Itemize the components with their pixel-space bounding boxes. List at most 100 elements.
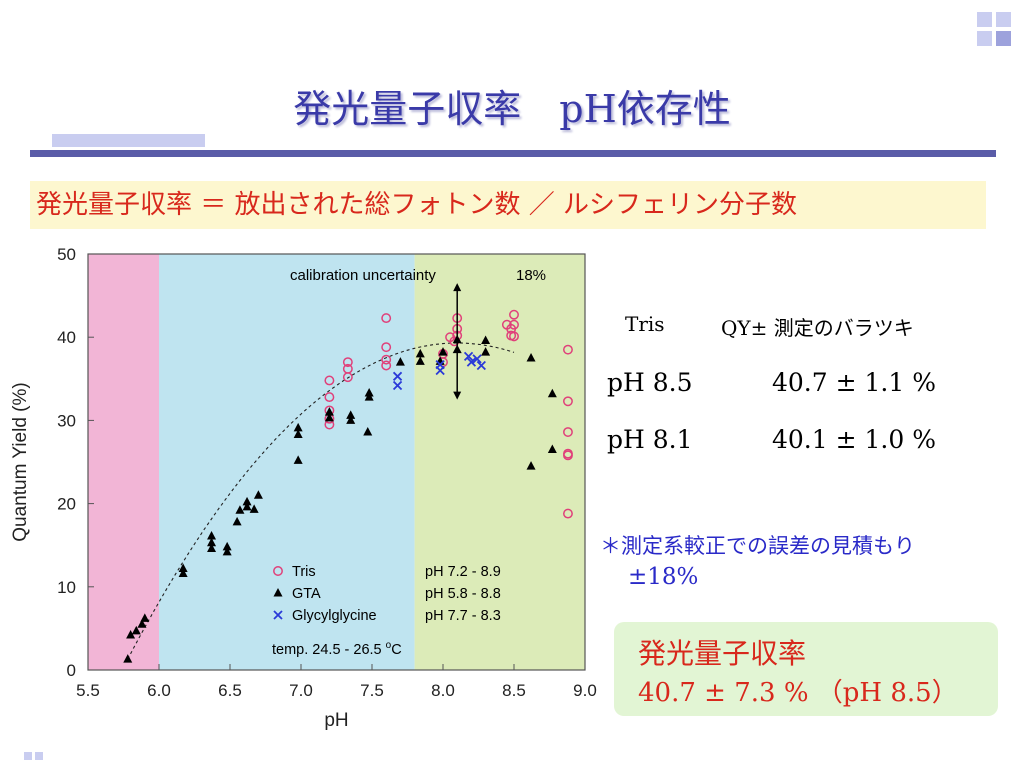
corner-square xyxy=(24,752,32,760)
gta-point xyxy=(222,546,232,556)
glycylglycine-point xyxy=(392,371,403,381)
corner-square xyxy=(996,12,1011,27)
tris-point xyxy=(563,427,573,437)
x-tick-label: 6.5 xyxy=(218,681,242,700)
tris-point xyxy=(563,450,573,461)
qy-row: pH 8.5 40.7 ± 1.1 % xyxy=(607,368,936,397)
y-tick-label: 10 xyxy=(57,578,76,597)
glycylglycine-point xyxy=(472,354,482,364)
y-tick-label: 40 xyxy=(57,328,76,347)
gta-point xyxy=(232,516,242,526)
gta-point xyxy=(526,461,536,470)
corner-square xyxy=(977,12,992,27)
tris-point xyxy=(342,357,353,368)
glycylglycine-point xyxy=(435,360,445,370)
result-box: 発光量子収率 40.7 ± 7.3 % （pH 8.5） xyxy=(614,622,998,716)
gta-point xyxy=(126,630,136,639)
gta-point xyxy=(207,537,217,547)
calibration-note-value: ±18% xyxy=(628,564,699,590)
glycylglycine-point xyxy=(463,351,474,361)
legend-marker xyxy=(273,566,283,576)
formula-banner: 発光量子収率 ＝ 放出された総フォトン数 ／ ルシフェリン分子数 xyxy=(30,181,986,229)
gta-point xyxy=(526,353,536,362)
gta-point xyxy=(293,422,303,432)
gta-point xyxy=(415,356,425,365)
legend: Tris pH 7.2 - 8.9 GTA pH 5.8 - 8.8 Glycylgly… xyxy=(272,564,501,658)
quantum-yield-chart: calibration uncertainty 18% Tris pH 7.2 - … xyxy=(10,245,597,731)
ph-regions xyxy=(88,254,585,670)
gta-point xyxy=(222,541,232,551)
tris-point xyxy=(381,342,392,353)
y-tick-label: 20 xyxy=(57,495,76,514)
gta-point xyxy=(140,613,150,622)
gta-point xyxy=(346,410,356,419)
qy-row-value: 40.1 ± 1.0 % xyxy=(772,425,936,454)
tris-point xyxy=(509,331,519,342)
gta-point xyxy=(293,455,303,464)
tris-point xyxy=(324,375,335,386)
gta-point xyxy=(178,563,188,572)
temp-unit: C xyxy=(391,642,401,658)
fit-curve xyxy=(127,342,515,660)
legend-marker xyxy=(273,588,283,597)
tris-point xyxy=(563,508,573,519)
qy-row-ph: pH 8.5 xyxy=(607,368,693,397)
gta-point xyxy=(363,427,373,436)
gta-point xyxy=(547,388,557,398)
gta-point xyxy=(242,501,252,511)
tris-point xyxy=(342,372,353,383)
glycylglycine-point xyxy=(466,357,477,367)
qy-row-ph: pH 8.1 xyxy=(607,425,693,454)
gta-point xyxy=(415,348,425,358)
gta-point xyxy=(249,504,259,513)
temp-degree: o xyxy=(386,640,392,651)
qy-row-value: 40.7 ± 1.1 % xyxy=(772,368,936,397)
x-tick-label: 9.0 xyxy=(573,681,597,700)
result-title: 発光量子収率 xyxy=(638,637,807,670)
y-tick-label: 30 xyxy=(57,411,76,430)
legend-marker xyxy=(273,610,283,620)
gta-point xyxy=(207,531,217,540)
legend-temperature: temp. 24.5 - 26.5 oC xyxy=(272,640,402,658)
title-accent-bar-light xyxy=(52,134,205,147)
x-tick-label: 8.5 xyxy=(502,681,526,700)
legend-label: GTA xyxy=(292,586,321,602)
tris-point xyxy=(381,360,392,371)
tris-point xyxy=(381,354,392,365)
gta-point xyxy=(438,347,448,356)
tris-point xyxy=(563,344,573,355)
x-tick-label: 5.5 xyxy=(76,681,100,700)
corner-square xyxy=(996,31,1011,46)
gta-point xyxy=(346,415,356,424)
uncertainty-arrow-head-up xyxy=(453,283,462,292)
ph-region xyxy=(414,254,585,670)
gta-point xyxy=(178,568,188,577)
gta-point xyxy=(547,444,557,454)
legend-label: Tris xyxy=(292,564,316,580)
data-points xyxy=(123,309,573,663)
gta-point xyxy=(324,407,334,416)
result-value: 40.7 ± 7.3 % （pH 8.5） xyxy=(638,678,958,708)
qy-row: pH 8.1 40.1 ± 1.0 % xyxy=(607,425,936,454)
gta-point xyxy=(235,505,245,514)
tris-point xyxy=(509,309,519,320)
gta-point xyxy=(293,429,303,439)
calibration-annotation: calibration uncertainty 18% xyxy=(290,267,546,400)
qy-header-value: QY± 測定のバラツキ xyxy=(721,316,914,340)
ph-region xyxy=(88,254,159,670)
gta-point xyxy=(364,392,374,401)
legend-range: pH 7.7 - 8.3 xyxy=(425,608,501,624)
y-tick-label: 0 xyxy=(67,661,76,680)
x-tick-label: 8.0 xyxy=(431,681,455,700)
tris-point xyxy=(509,319,519,330)
gta-point xyxy=(207,543,217,553)
ph-region xyxy=(159,254,415,670)
slide-title: 発光量子収率 pH依存性 xyxy=(293,87,731,131)
gta-point xyxy=(123,654,133,663)
uncertainty-arrow-head-down xyxy=(453,391,462,400)
y-axis-label: Quantum Yield (%) xyxy=(10,382,31,541)
gta-point xyxy=(481,335,491,345)
tris-point xyxy=(324,392,335,403)
y-axis: 0 10 20 30 40 50 Quantum Yield (%) xyxy=(10,245,94,680)
legend-range: pH 5.8 - 8.8 xyxy=(425,586,501,602)
